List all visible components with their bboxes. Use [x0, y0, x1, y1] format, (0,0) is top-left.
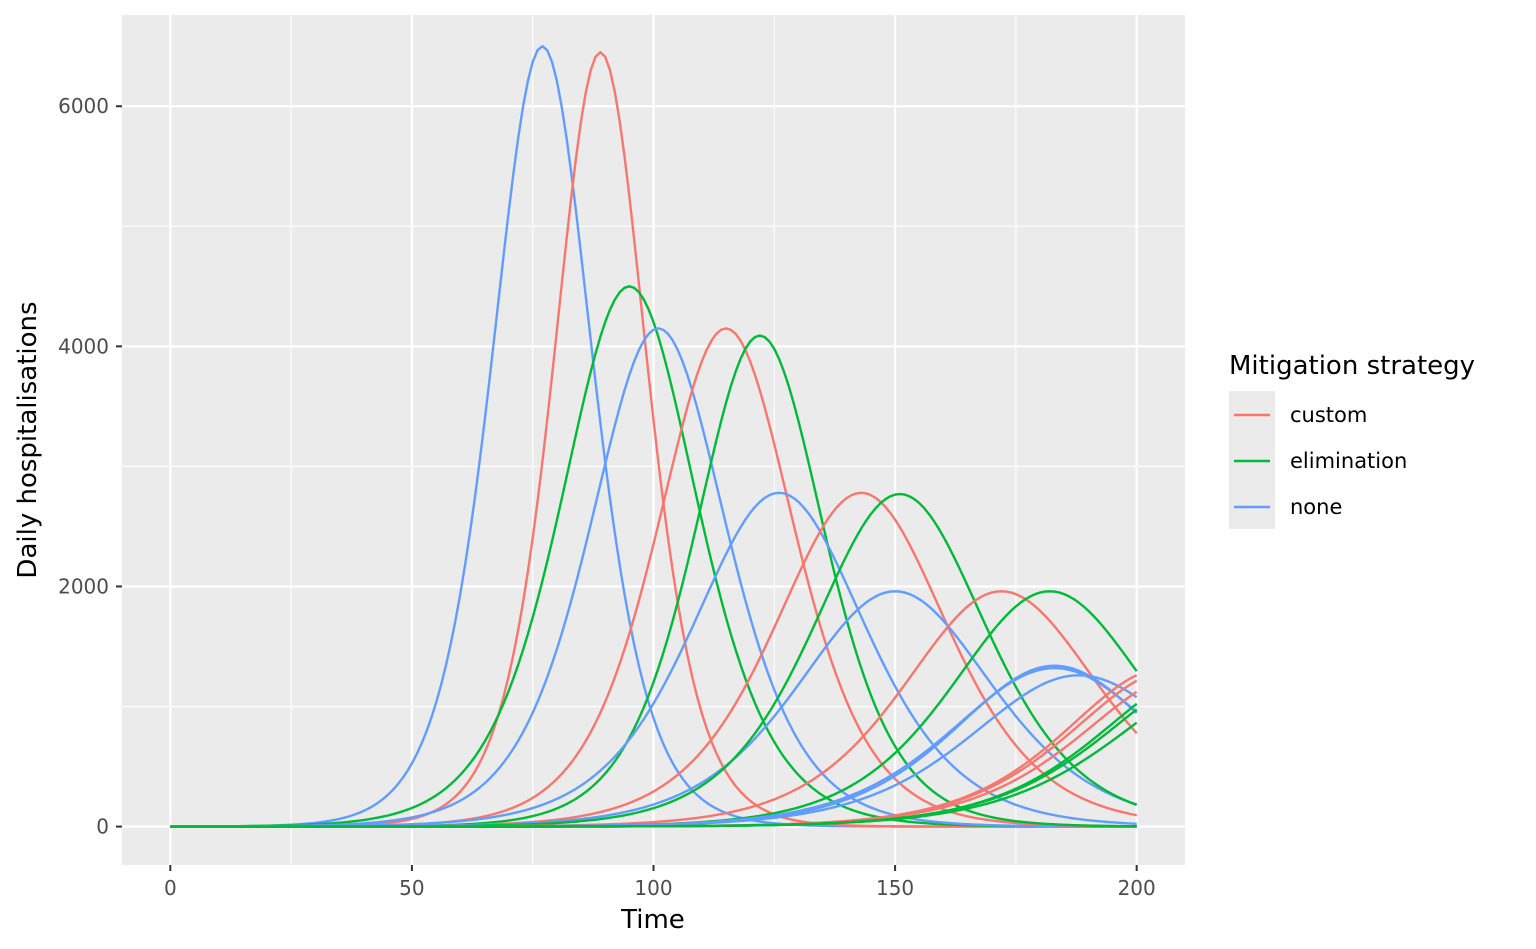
legend-label-elimination: elimination [1290, 449, 1407, 473]
series-layer [170, 45, 1138, 828]
x-tick-label: 150 [876, 876, 914, 900]
x-tick-label: 100 [634, 876, 672, 900]
legend-label-custom: custom [1290, 403, 1367, 427]
series-line-elimination-20 [170, 721, 1138, 828]
x-tick-label: 50 [399, 876, 424, 900]
y-tick-label: 4000 [58, 334, 109, 358]
x-tick-label: 200 [1118, 876, 1156, 900]
y-tick-label: 6000 [58, 94, 109, 118]
x-tick-label: 0 [164, 876, 177, 900]
legend-title: Mitigation strategy [1229, 351, 1475, 381]
y-axis-title: Daily hospitalisations [13, 301, 43, 578]
x-axis-title: Time [620, 905, 685, 935]
y-tick-label: 0 [96, 815, 109, 839]
grid-major [122, 15, 1185, 865]
y-tick-label: 2000 [58, 574, 109, 598]
legend: Mitigation strategy custom elimination n… [1229, 351, 1475, 529]
legend-label-none: none [1290, 495, 1342, 519]
